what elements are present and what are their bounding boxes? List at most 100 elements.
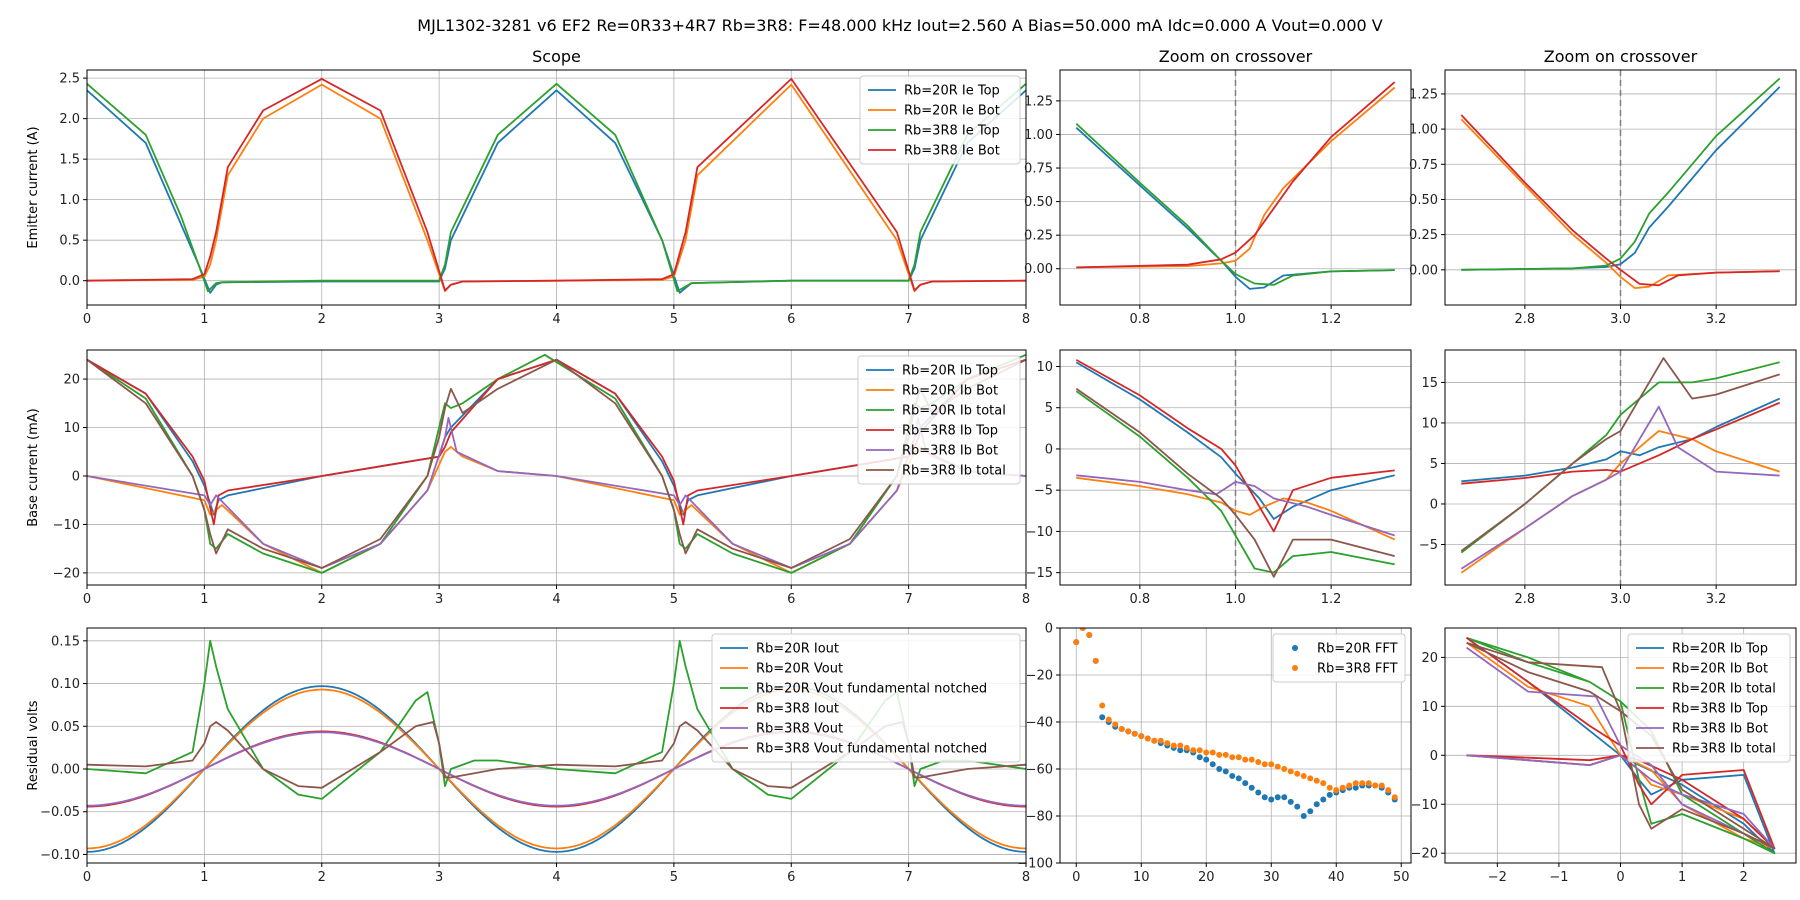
legend: Rb=20R Iout Rb=20R Vout Rb=20R Vout fundam… [711, 633, 1021, 763]
data-point [1307, 808, 1314, 815]
legend-entry: Rb=20R Ie Top [904, 84, 1000, 99]
x-tick-label: 2.8 [1515, 312, 1536, 327]
x-tick-label: 1 [200, 312, 208, 327]
x-tick-label: 7 [904, 312, 912, 327]
series-line-4 [1460, 405, 1780, 570]
x-tick-label: 7 [904, 870, 912, 885]
data-point [1255, 789, 1262, 796]
data-point [1248, 756, 1255, 763]
data-point [1157, 737, 1164, 744]
legend-entry: Rb=20R Ib total [902, 404, 1006, 419]
legend-entry: Rb=20R Vout fundamental notched [756, 682, 987, 697]
data-point [1372, 782, 1379, 789]
y-tick-label: 20 [1421, 651, 1438, 666]
legend: Rb=20R Ib Top Rb=20R Ib Bot Rb=20R Ib tota… [1627, 633, 1791, 763]
legend-marker [1292, 665, 1298, 671]
chart-title: Scope [532, 47, 581, 66]
x-tick-label: 3.2 [1706, 312, 1727, 327]
y-tick-label: 0.00 [51, 763, 80, 778]
data-point [1359, 780, 1366, 787]
y-axis-label: Emitter current (A) [26, 126, 41, 248]
data-point [1333, 787, 1340, 794]
y-tick-label: 0.25 [1409, 228, 1438, 243]
data-point [1216, 751, 1223, 758]
data-point [1203, 749, 1210, 756]
x-tick-label: −2 [1488, 870, 1507, 885]
chart-residual-scope: 0 1 2 3 4 5 6 7 8 −0.10 −0.05 0.00 0.05 0.10 0.15 Resid… [26, 627, 1030, 885]
x-tick-label: 0.8 [1130, 312, 1151, 327]
legend-entry: Rb=20R Ib Bot [902, 384, 998, 399]
data-point [1125, 728, 1132, 735]
plot-area [1073, 628, 1398, 819]
data-point [1255, 758, 1262, 765]
y-tick-label: 0 [1045, 622, 1053, 637]
y-tick-label: 0.15 [51, 634, 80, 649]
x-tick-label: 2 [318, 870, 326, 885]
data-point [1281, 766, 1288, 772]
chart-emitter-zoom-1: 0.8 1.0 1.2 0.00 0.25 0.50 0.75 1.00 1.25 Zoom on… [1024, 47, 1412, 327]
series-line-5 [1460, 357, 1780, 552]
x-tick-label: 10 [1133, 870, 1150, 885]
x-tick-label: 5 [670, 870, 678, 885]
data-point [1177, 747, 1184, 754]
data-point [1313, 777, 1320, 784]
x-tick-label: 0 [1616, 870, 1624, 885]
y-tick-label: 1.00 [1409, 123, 1438, 138]
x-tick-label: 2 [318, 592, 326, 607]
y-tick-label: −60 [1026, 763, 1053, 778]
y-tick-label: 20 [63, 373, 80, 388]
legend: Rb=20R Ib Top Rb=20R Ib Bot Rb=20R Ib tota… [857, 355, 1021, 485]
y-tick-label: 0.0 [59, 274, 80, 289]
y-tick-label: 0.50 [1409, 193, 1438, 208]
x-tick-label: 0 [83, 312, 91, 327]
x-tick-label: 8 [1022, 870, 1030, 885]
chart-title: Zoom on crossover [1544, 47, 1698, 66]
data-point [1235, 775, 1242, 782]
x-tick-label: 6 [787, 870, 795, 885]
data-point [1105, 716, 1112, 723]
data-point [1190, 747, 1197, 754]
legend-entry: Rb=20R Ib Bot [1672, 662, 1768, 677]
data-point [1092, 657, 1099, 664]
y-tick-label: −0.10 [40, 848, 80, 863]
data-point [1261, 761, 1268, 768]
y-tick-label: 1.25 [1409, 87, 1438, 102]
legend-entry: Rb=20R FFT [1317, 642, 1398, 657]
y-tick-label: 5 [1430, 457, 1438, 472]
legend-entry: Rb=3R8 Ie Bot [904, 144, 1000, 159]
data-point [1307, 775, 1314, 782]
x-tick-label: 7 [904, 592, 912, 607]
legend-entry: Rb=20R Ib total [1672, 682, 1776, 697]
data-point [1164, 740, 1171, 747]
y-tick-label: −80 [1026, 810, 1053, 825]
plot-area [1466, 636, 1776, 855]
x-tick-label: 4 [552, 870, 560, 885]
legend-box [1272, 633, 1406, 683]
legend: Rb=20R Ie Top Rb=20R Ie Bot Rb=3R8 Ie Top R… [859, 75, 1021, 165]
y-tick-label: −0.05 [40, 805, 80, 820]
series-line-3 [1075, 359, 1395, 533]
data-point [1287, 798, 1294, 805]
y-tick-label: −15 [1026, 566, 1053, 581]
legend: Rb=20R FFT Rb=3R8 FFT [1272, 633, 1406, 683]
y-tick-label: −20 [1411, 847, 1438, 862]
legend-marker [1292, 645, 1298, 651]
x-tick-label: 0 [83, 592, 91, 607]
legend-entry: Rb=3R8 Iout [756, 702, 839, 717]
data-point [1112, 721, 1119, 728]
data-point [1170, 742, 1177, 749]
data-point [1294, 803, 1301, 810]
x-tick-label: 1 [200, 870, 208, 885]
y-tick-label: −5 [1419, 538, 1438, 553]
legend-box [711, 633, 1021, 763]
y-tick-label: 2.5 [59, 72, 80, 87]
legend-box [859, 75, 1021, 165]
data-point [1248, 784, 1255, 791]
y-tick-label: −10 [1026, 525, 1053, 540]
data-point [1086, 632, 1093, 639]
x-tick-label: 3 [435, 870, 443, 885]
y-tick-label: −100 [1017, 857, 1053, 872]
data-point [1131, 730, 1138, 737]
